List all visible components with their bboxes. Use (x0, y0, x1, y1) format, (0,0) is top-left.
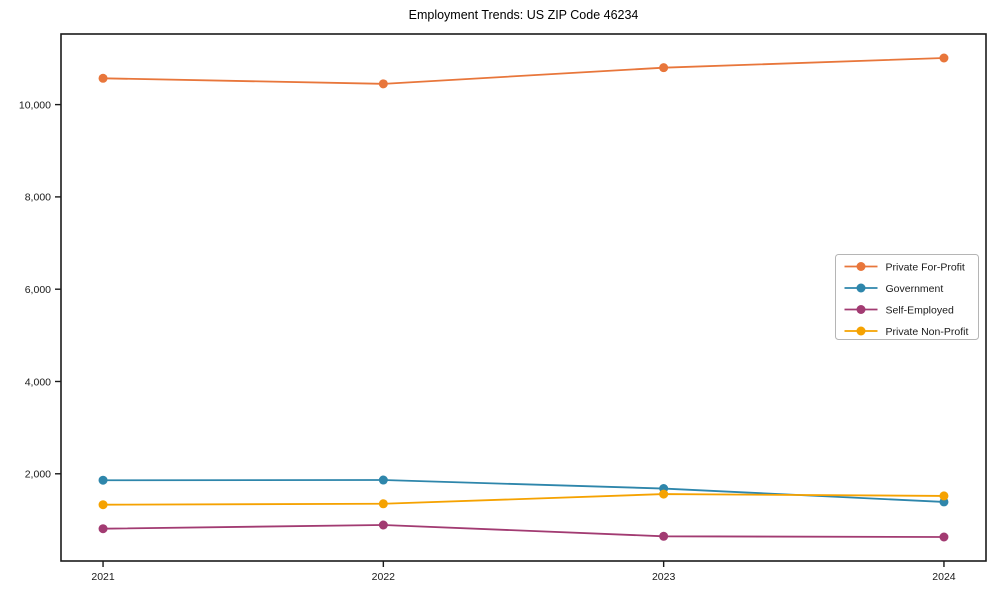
data-point (98, 524, 108, 534)
data-point (659, 63, 669, 73)
chart-title: Employment Trends: US ZIP Code 46234 (408, 8, 639, 22)
series-line (103, 57, 944, 85)
data-point (98, 73, 108, 83)
legend-label: Government (886, 283, 944, 295)
data-point (378, 499, 388, 509)
legend-marker-dot (856, 326, 866, 336)
x-axis-tick-label: 2023 (652, 571, 676, 583)
legend-marker-dot (856, 262, 866, 271)
y-axis-tick-label: 2,000 (25, 469, 51, 481)
legend-box (835, 254, 979, 340)
data-point (378, 475, 388, 485)
series-line (103, 524, 944, 538)
legend-label: Self-Employed (886, 304, 954, 316)
data-point (98, 500, 108, 510)
legend-marker-dot (856, 305, 866, 314)
y-axis-tick-label: 6,000 (25, 284, 51, 296)
data-point (939, 53, 949, 63)
data-point (939, 491, 949, 501)
y-axis-tick-label: 10,000 (19, 99, 51, 111)
data-point (378, 79, 388, 89)
data-point (378, 520, 388, 530)
data-point (659, 531, 669, 541)
series-line (103, 493, 944, 506)
x-axis-tick-label: 2022 (372, 571, 396, 583)
y-axis-tick-label: 8,000 (25, 192, 51, 204)
y-axis-tick-label: 4,000 (25, 376, 51, 388)
x-axis-tick-label: 2024 (932, 571, 956, 583)
plot-border (60, 33, 987, 562)
x-axis-tick-label: 2021 (91, 571, 115, 583)
data-point (939, 532, 949, 542)
legend-label: Private For-Profit (886, 261, 965, 273)
data-point (98, 475, 108, 485)
legend-marker-dot (856, 283, 866, 293)
legend-label: Private Non-Profit (886, 326, 969, 338)
data-point (659, 489, 669, 499)
